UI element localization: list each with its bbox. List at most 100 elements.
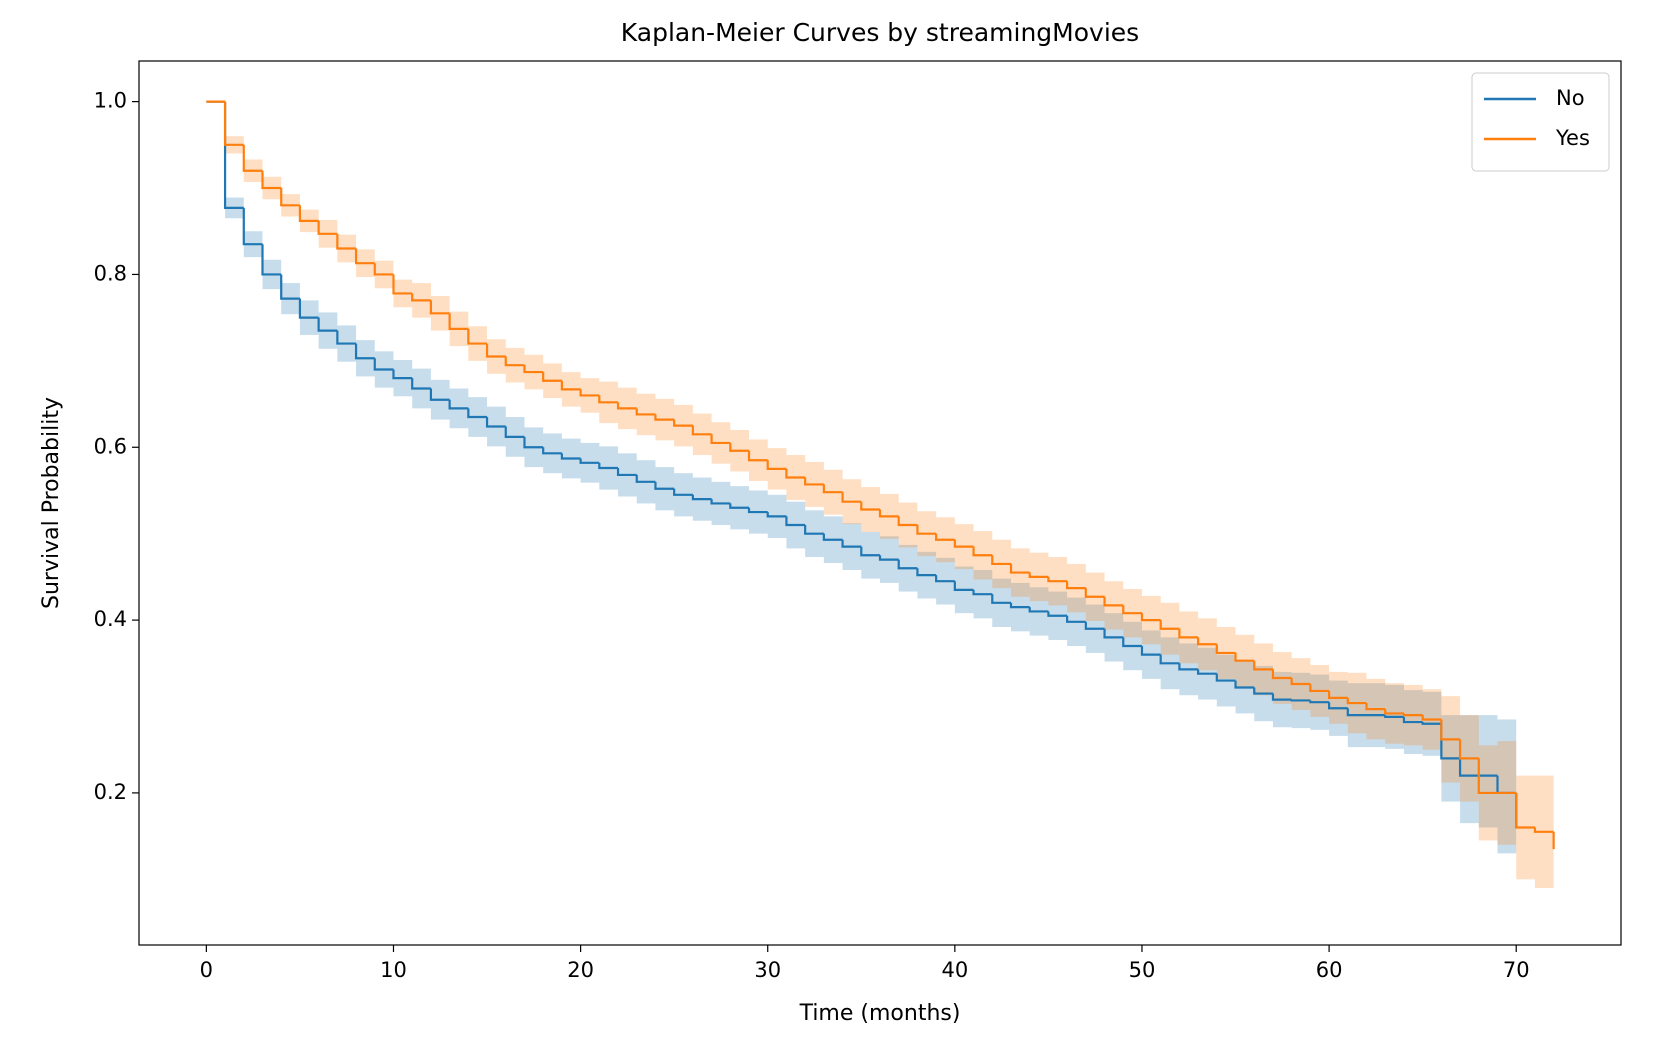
- survival-step: [223, 101, 244, 146]
- survival-step: [1122, 637, 1142, 648]
- survival-step: [766, 512, 787, 518]
- survival-step: [972, 589, 993, 596]
- survival-step: [448, 399, 469, 410]
- survival-step: [411, 293, 431, 302]
- survival-step: [504, 426, 525, 438]
- survival-step: [298, 298, 319, 319]
- survival-step: [1103, 596, 1124, 607]
- survival-step: [935, 533, 955, 541]
- survival-step: [1309, 700, 1330, 704]
- survival-step: [1327, 690, 1348, 699]
- survival-step: [953, 581, 974, 591]
- survival-step: [1103, 628, 1124, 639]
- survival-step: [710, 499, 731, 505]
- survival-step: [523, 365, 544, 374]
- x-tick-label: 50: [1129, 958, 1156, 982]
- survival-step: [1066, 615, 1086, 623]
- survival-step: [916, 568, 937, 577]
- survival-step: [523, 436, 544, 449]
- survival-step: [1365, 703, 1386, 711]
- survival-step: [317, 220, 338, 235]
- survival-step: [729, 442, 750, 452]
- survival-step: [467, 408, 488, 419]
- survival-step: [429, 388, 450, 401]
- survival-step: [261, 244, 282, 276]
- survival-step: [1421, 715, 1442, 721]
- survival-step: [1178, 663, 1199, 671]
- survival-step: [916, 525, 937, 535]
- survival-step: [1253, 687, 1273, 695]
- survival-step: [1047, 611, 1068, 617]
- confidence-band: [1460, 715, 1479, 824]
- survival-step: [1084, 621, 1105, 630]
- survival-step: [560, 453, 581, 460]
- survival-step: [411, 378, 431, 390]
- survival-step: [1458, 739, 1479, 760]
- survival-step: [1028, 572, 1049, 578]
- survival-step: [1515, 792, 1535, 829]
- y-tick-label: 0.4: [94, 607, 127, 631]
- x-tick-label: 60: [1316, 958, 1343, 982]
- survival-step: [747, 507, 768, 514]
- legend-label: No: [1556, 86, 1585, 110]
- survival-step: [1197, 637, 1217, 646]
- legend-box: [1471, 72, 1610, 172]
- survival-step: [1009, 602, 1030, 609]
- survival-step: [935, 575, 955, 583]
- survival-step: [1140, 613, 1161, 622]
- survival-step: [1178, 628, 1199, 639]
- survival-step: [1346, 697, 1367, 705]
- survival-step: [1458, 758, 1479, 777]
- x-tick-label: 10: [380, 958, 407, 982]
- survival-step: [1402, 716, 1423, 724]
- survival-step: [1421, 722, 1442, 725]
- survival-step: [953, 539, 974, 548]
- survival-step: [1346, 708, 1367, 717]
- survival-step: [1271, 669, 1292, 680]
- survival-step: [1384, 715, 1404, 718]
- survival-step: [729, 503, 750, 509]
- survival-step: [1234, 680, 1255, 689]
- survival-step: [1327, 702, 1348, 710]
- survival-step: [280, 274, 300, 300]
- survival-step: [280, 188, 300, 207]
- survival-step: [1402, 713, 1423, 717]
- survival-step: [242, 207, 263, 246]
- survival-step: [261, 170, 282, 190]
- y-axis-label: Survival Probability: [39, 397, 64, 609]
- x-tick-label: 20: [567, 958, 594, 982]
- survival-step: [242, 144, 263, 172]
- survival-step: [635, 474, 656, 483]
- survival-step: [804, 525, 824, 535]
- survival-step: [1290, 699, 1311, 702]
- x-tick-label: 70: [1503, 958, 1530, 982]
- x-tick-label: 40: [941, 958, 968, 982]
- survival-step: [373, 263, 394, 276]
- y-tick-label: 1.0: [94, 89, 127, 113]
- survival-step: [897, 516, 918, 527]
- survival-step: [354, 248, 375, 265]
- survival-step: [654, 481, 675, 490]
- survival-step: [1140, 646, 1161, 656]
- survival-step: [673, 419, 693, 427]
- survival-step: [392, 274, 413, 295]
- axes-frame: [138, 60, 1622, 946]
- survival-step: [392, 369, 413, 380]
- survival-step: [429, 300, 450, 315]
- survival-step: [822, 533, 843, 541]
- survival-step: [841, 492, 862, 503]
- survival-step: [897, 559, 918, 570]
- survival-step: [747, 450, 768, 462]
- y-tick-label: 0.8: [94, 261, 127, 285]
- survival-step: [766, 460, 787, 470]
- survival-step: [1234, 652, 1255, 662]
- survival-step: [504, 356, 525, 367]
- survival-step: [691, 494, 712, 501]
- survival-step: [785, 468, 806, 479]
- survival-step: [635, 408, 656, 416]
- survival-step: [1159, 620, 1180, 630]
- survival-step: [972, 546, 993, 557]
- survival-step: [485, 417, 506, 428]
- survival-step: [1084, 588, 1105, 598]
- survival-step: [1047, 576, 1068, 583]
